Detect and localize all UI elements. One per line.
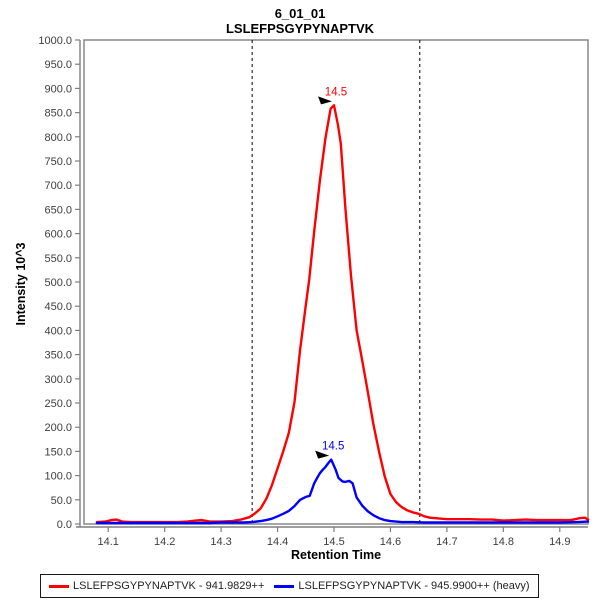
y-tick-label: 700.0 (44, 180, 72, 192)
legend-label-heavy: LSLEFPSGYPYNAPTVK - 945.9900++ (heavy) (298, 580, 530, 592)
y-tick-label: 300.0 (44, 374, 72, 386)
peak-label-heavy: 14.5 (322, 441, 344, 453)
y-tick-label: 600.0 (44, 229, 72, 241)
red-line-swatch (49, 584, 69, 588)
y-tick-label: 900.0 (44, 83, 72, 95)
y-tick-label: 650.0 (44, 204, 72, 216)
x-tick-label: 14.8 (493, 536, 514, 548)
x-axis-title: Retention Time (290, 548, 382, 562)
y-tick-label: 50.0 (51, 495, 72, 507)
legend: LSLEFPSGYPYNAPTVK - 941.9829++ LSLEFPSGY… (40, 574, 539, 598)
x-tick-label: 14.7 (436, 536, 457, 548)
y-tick-label: 150.0 (44, 446, 72, 458)
y-tick-label: 500.0 (44, 277, 72, 289)
chart-title: 6_01_01 (274, 6, 326, 21)
y-tick-label: 450.0 (44, 301, 72, 313)
x-tick-label: 14.3 (210, 536, 231, 548)
peak-arrow-heavy (315, 450, 330, 459)
x-tick-label: 14.6 (380, 536, 401, 548)
y-tick-label: 850.0 (44, 108, 72, 120)
chart-subtitle: LSLEFPSGYPYNAPTVK (225, 21, 375, 36)
y-tick-label: 800.0 (44, 132, 72, 144)
x-tick-label: 14.2 (154, 536, 175, 548)
y-tick-label: 950.0 (44, 59, 72, 71)
plot-svg[interactable]: 0.0 50.0 100.0 150.0 200.0 250.0 300.0 350.0 400… (0, 0, 600, 566)
y-tick-label: 750.0 (44, 156, 72, 168)
x-tick-label: 14.1 (98, 536, 119, 548)
series-line-light (95, 104, 590, 524)
y-tick-label: 0.0 (57, 519, 72, 531)
y-tick-label: 250.0 (44, 398, 72, 410)
legend-item-heavy: LSLEFPSGYPYNAPTVK - 945.9900++ (heavy) (274, 580, 530, 592)
y-tick-label: 550.0 (44, 253, 72, 265)
series-line-heavy (95, 458, 590, 525)
blue-line-swatch (274, 584, 295, 588)
legend-label-light: LSLEFPSGYPYNAPTVK - 941.9829++ (73, 580, 265, 592)
chart-header: 6_01_01 LSLEFPSGYPYNAPTVK (0, 6, 600, 36)
plot-frame (83, 39, 589, 525)
peak-arrow-light (318, 96, 332, 105)
y-tick-label: 100.0 (44, 471, 72, 483)
legend-item-light: LSLEFPSGYPYNAPTVK - 941.9829++ (49, 580, 264, 592)
x-tick-label: 14.5 (323, 536, 344, 548)
y-tick-label: 1000.0 (38, 35, 72, 47)
y-tick-label: 400.0 (44, 325, 72, 337)
x-tick-label: 14.9 (549, 536, 570, 548)
y-tick-label: 350.0 (44, 350, 72, 362)
peak-label-light: 14.5 (325, 86, 347, 98)
x-tick-label: 14.4 (267, 536, 288, 548)
y-tick-label: 200.0 (44, 422, 72, 434)
